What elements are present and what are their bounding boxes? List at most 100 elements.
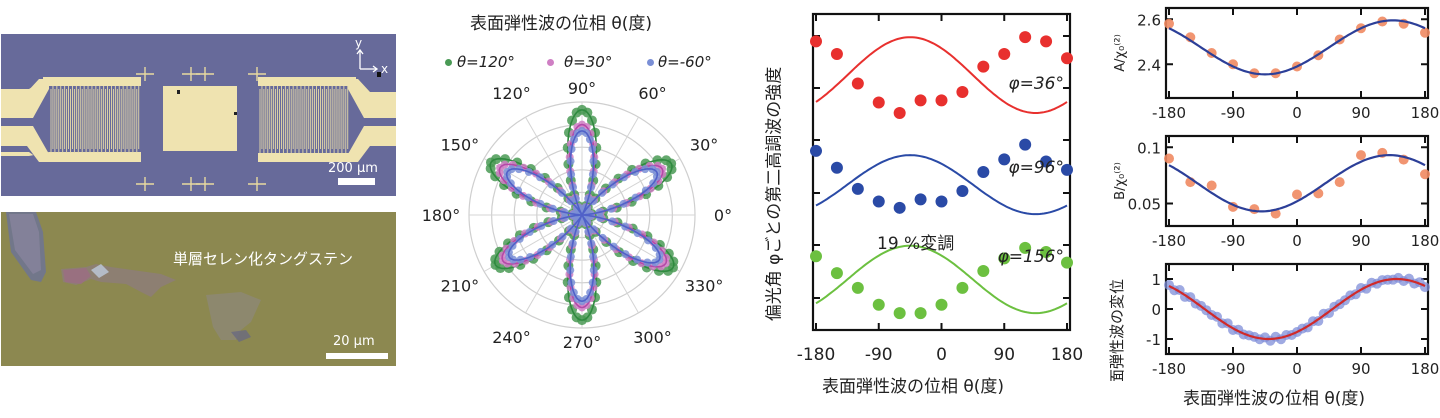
polar-angle-label: 120°: [492, 84, 531, 103]
data-point: [1334, 177, 1345, 188]
series-label: φ=156°: [998, 247, 1064, 267]
material-label: 単層セレン化タングステン: [173, 250, 354, 268]
data-point: [1420, 169, 1430, 180]
fit-curve: [1168, 154, 1426, 213]
data-point: [977, 265, 990, 278]
x-tick-label: -180: [797, 345, 836, 365]
data-point: [810, 250, 822, 263]
data-point: [851, 182, 864, 195]
legend-label: θ=-60°: [658, 53, 712, 71]
data-point: [893, 201, 906, 214]
flake-micrograph: 単層セレン化タングステン 20 μm: [1, 212, 396, 366]
data-point: [1019, 31, 1032, 44]
y-tick-label: 0.1: [1137, 139, 1161, 157]
data-point: [1356, 150, 1366, 161]
data-point: [935, 298, 948, 311]
right-xlabel: 表面弾性波の位相 θ(度): [1183, 389, 1366, 409]
scale-bar-label: 200 μm: [328, 161, 378, 176]
data-point: [830, 267, 843, 280]
x-tick-label: -90: [1221, 232, 1246, 250]
data-point: [1040, 246, 1053, 259]
data-point: [872, 195, 885, 208]
data-point: [893, 107, 906, 120]
data-point: [998, 48, 1011, 61]
data-point: [1206, 180, 1217, 191]
x-tick-label: 90: [1351, 104, 1370, 122]
x-tick-label: -180: [1152, 232, 1186, 250]
polar-angle-label: 210°: [441, 277, 480, 296]
device-drawing: [1, 48, 396, 191]
data-point: [851, 77, 864, 90]
data-point: [1061, 163, 1073, 176]
a-chart: -180 -90 0 90 180 2.4 2.6 A/χ₀⁽²⁾: [1113, 6, 1439, 122]
polar-angle-label: 240°: [492, 328, 531, 347]
polar-angle-label: 30°: [690, 136, 718, 155]
polar-angle-label: 150°: [441, 136, 480, 155]
data-point: [810, 35, 822, 48]
y-axis-label: A/χ₀⁽²⁾: [1113, 34, 1128, 72]
b-chart: -180 -90 0 90 180 0.05 0.1 B/χ₀⁽²⁾: [1113, 134, 1440, 250]
fit-curve: [815, 244, 1068, 315]
scale-bar-200um: [338, 178, 375, 185]
polar-angle-label: 180°: [422, 206, 461, 225]
modulation-annotation: 19 %変調: [877, 234, 954, 254]
data-point: [872, 298, 885, 311]
polar-legend: θ=120° θ=30° θ=-60°: [445, 52, 745, 72]
device-micrograph: y x 200 μm: [1, 34, 396, 196]
scale-bar-20um: [326, 353, 388, 359]
legend-marker-green: [445, 59, 452, 66]
y-axis-label: B/χ₀⁽²⁾: [1113, 162, 1128, 200]
data-point: [1292, 189, 1302, 200]
data-point: [956, 184, 969, 197]
data-point: [1164, 18, 1174, 29]
data-point: [1019, 241, 1032, 254]
axis-x-label: x: [381, 62, 389, 76]
data-point: [914, 193, 927, 206]
displacement-chart: -180 -90 0 90 180 -1 0 1 表面弾性波の変位: [1108, 262, 1439, 381]
y-tick-label: 2.4: [1137, 56, 1161, 74]
flake-drawing: [6, 212, 388, 359]
middle-xlabel: 表面弾性波の位相 θ(度): [822, 377, 1005, 397]
center-pad: [163, 86, 237, 151]
y-tick-label: 2.6: [1137, 11, 1161, 29]
x-tick-label: 180: [1411, 232, 1440, 250]
x-tick-label: 90: [993, 345, 1015, 365]
fit-curve: [815, 36, 1068, 114]
data-point: [914, 94, 927, 107]
y-tick-label: 0.05: [1128, 196, 1161, 214]
data-point: [893, 307, 906, 320]
polar-angle-label: 330°: [685, 277, 724, 296]
xy-axes-icon: [356, 48, 379, 73]
scale-bar-label: 20 μm: [333, 334, 375, 349]
polar-angle-label: 90°: [568, 79, 596, 98]
data-point: [810, 144, 822, 157]
series-label: φ=96°: [1008, 158, 1064, 178]
polar-angle-label: 60°: [638, 84, 666, 103]
data-point: [851, 281, 864, 294]
axis-y-label: y: [355, 36, 363, 50]
legend-marker-blue: [647, 59, 654, 66]
data-point: [1061, 52, 1073, 65]
x-tick-label: 90: [1351, 232, 1370, 250]
x-tick-label: 0: [1292, 232, 1302, 250]
polar-angle-label: 270°: [563, 333, 602, 352]
right-idt-fingers: [259, 86, 349, 153]
x-tick-label: 180: [1051, 345, 1083, 365]
legend-item: θ=30°: [547, 52, 612, 71]
data-point: [935, 195, 948, 208]
y-tick-label: 1: [1151, 271, 1161, 289]
middle-ylabel: 偏光角 φごとの第二高調波の強度: [764, 66, 785, 322]
x-tick-label: 0: [1292, 104, 1302, 122]
data-point: [1040, 35, 1053, 48]
plot-frame: [1164, 134, 1430, 228]
data-point: [977, 60, 990, 73]
x-tick-label: 0: [936, 345, 947, 365]
y-tick-label: 0: [1151, 301, 1161, 319]
data-point: [1249, 204, 1260, 215]
data-point: [1019, 138, 1032, 151]
series-label: φ=36°: [1008, 74, 1064, 94]
left-idt-fingers: [50, 86, 140, 153]
fit-curve: [1168, 277, 1426, 341]
x-tick-label: -90: [1221, 360, 1246, 378]
x-tick-label: -90: [865, 345, 893, 365]
